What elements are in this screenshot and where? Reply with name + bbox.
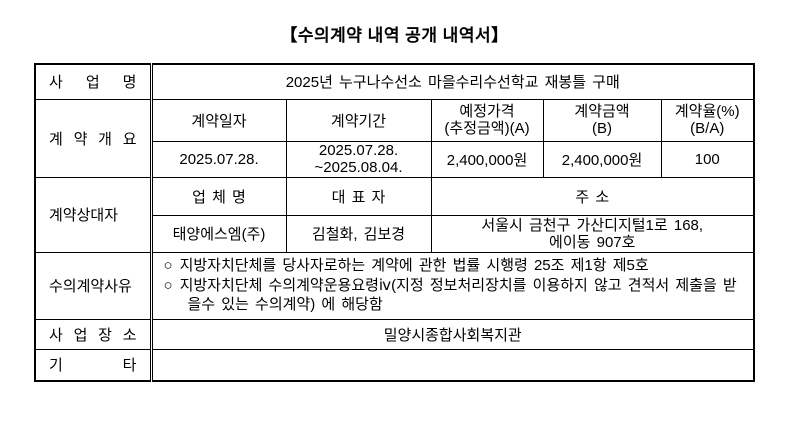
- reason-item: ○ 지방자치단체를 당사자로하는 계약에 관한 법률 시행령 25조 제1항 제5…: [164, 256, 746, 276]
- contract-amount-header-line2: (B): [592, 120, 612, 137]
- reason-content: ○ 지방자치단체를 당사자로하는 계약에 관한 법률 시행령 25조 제1항 제5…: [150, 251, 755, 320]
- contract-date-value: 2025.07.28.: [150, 140, 287, 178]
- document-title: 【수의계약 내역 공개 내역서】: [280, 26, 509, 45]
- contract-rate-value: 100: [660, 140, 755, 178]
- table-row: 기 타: [34, 348, 755, 382]
- contract-period-value: 2025.07.28. ~2025.08.04.: [285, 140, 432, 178]
- table-row: 계약상대자 업 체 명 대 표 자 주 소: [34, 176, 755, 253]
- company-name-value: 태양에스엠(주): [150, 214, 287, 253]
- reason-item-text: 지방자치단체 수의계약운용요령ⅳ(지정 정보처리장치를 이용하지 않고 견적서 …: [179, 276, 737, 314]
- company-name-header: 업 체 명: [150, 176, 287, 216]
- contract-rate-header: 계약율(%) (B/A): [660, 98, 755, 142]
- ceo-value: 김철화, 김보경: [285, 214, 432, 253]
- table-row: 태양에스엠(주) 김철화, 김보경 서울시 금천구 가산디지털1로 168, 에…: [35, 214, 755, 253]
- contract-date-header: 계약일자: [150, 98, 287, 142]
- estimated-price-header-line2: (추정금액)(A): [444, 120, 530, 137]
- business-name-value: 2025년 누구나수선소 마을수리수선학교 재봉틀 구매: [150, 63, 755, 100]
- contract-rate-header-line1: 계약율(%): [674, 103, 740, 120]
- address-value: 서울시 금천구 가산디지털1로 168, 에이동 907호: [430, 214, 755, 253]
- table-row: 사 업 명 2025년 누구나수선소 마을수리수선학교 재봉틀 구매: [34, 63, 755, 100]
- contract-period-value-line2: ~2025.08.04.: [314, 159, 403, 176]
- reason-label: 수의계약사유: [34, 251, 153, 320]
- table-row: 계 약 개 요 계약일자 계약기간 예정가격 (추정금액)(A) 계약금액 (B…: [34, 98, 755, 178]
- contract-party-label: 계약상대자: [34, 176, 153, 253]
- contract-overview-label: 계 약 개 요: [34, 98, 153, 178]
- etc-label: 기 타: [34, 348, 153, 382]
- business-name-label: 사 업 명: [34, 63, 153, 100]
- contract-amount-header: 계약금액 (B): [542, 98, 662, 142]
- contract-period-value-line1: 2025.07.28.: [318, 142, 399, 159]
- location-label: 사 업 장 소: [34, 318, 153, 350]
- contract-disclosure-table: 사 업 명 2025년 누구나수선소 마을수리수선학교 재봉틀 구매 계 약 개…: [34, 63, 755, 382]
- table-row: 수의계약사유 ○ 지방자치단체를 당사자로하는 계약에 관한 법률 시행령 25조…: [34, 251, 755, 320]
- table-row: 2025.07.28. 2025.07.28. ~2025.08.04. 2,4…: [35, 140, 755, 178]
- estimated-price-header-line1: 예정가격: [459, 103, 515, 120]
- address-header: 주 소: [430, 176, 755, 216]
- ceo-header: 대 표 자: [285, 176, 432, 216]
- circle-bullet-icon: ○: [163, 276, 173, 294]
- reason-item-text: 지방자치단체를 당사자로하는 계약에 관한 법률 시행령 25조 제1항 제5호: [179, 257, 649, 275]
- reason-item: ○ 지방자치단체 수의계약운용요령ⅳ(지정 정보처리장치를 이용하지 않고 견적서…: [164, 276, 746, 315]
- address-value-line2: 에이동 907호: [549, 233, 636, 251]
- address-value-line1: 서울시 금천구 가산디지털1로 168,: [481, 216, 704, 234]
- circle-bullet-icon: ○: [163, 257, 173, 275]
- contract-rate-header-line2: (B/A): [690, 120, 725, 137]
- estimated-price-header: 예정가격 (추정금액)(A): [430, 98, 544, 142]
- estimated-price-value: 2,400,000원: [430, 140, 544, 178]
- contract-amount-value: 2,400,000원: [542, 140, 662, 178]
- contract-amount-header-line1: 계약금액: [574, 103, 630, 120]
- etc-value: [150, 348, 755, 382]
- location-value: 밀양시종합사회복지관: [150, 318, 755, 350]
- contract-period-header: 계약기간: [285, 98, 432, 142]
- table-row: 사 업 장 소 밀양시종합사회복지관: [34, 318, 755, 350]
